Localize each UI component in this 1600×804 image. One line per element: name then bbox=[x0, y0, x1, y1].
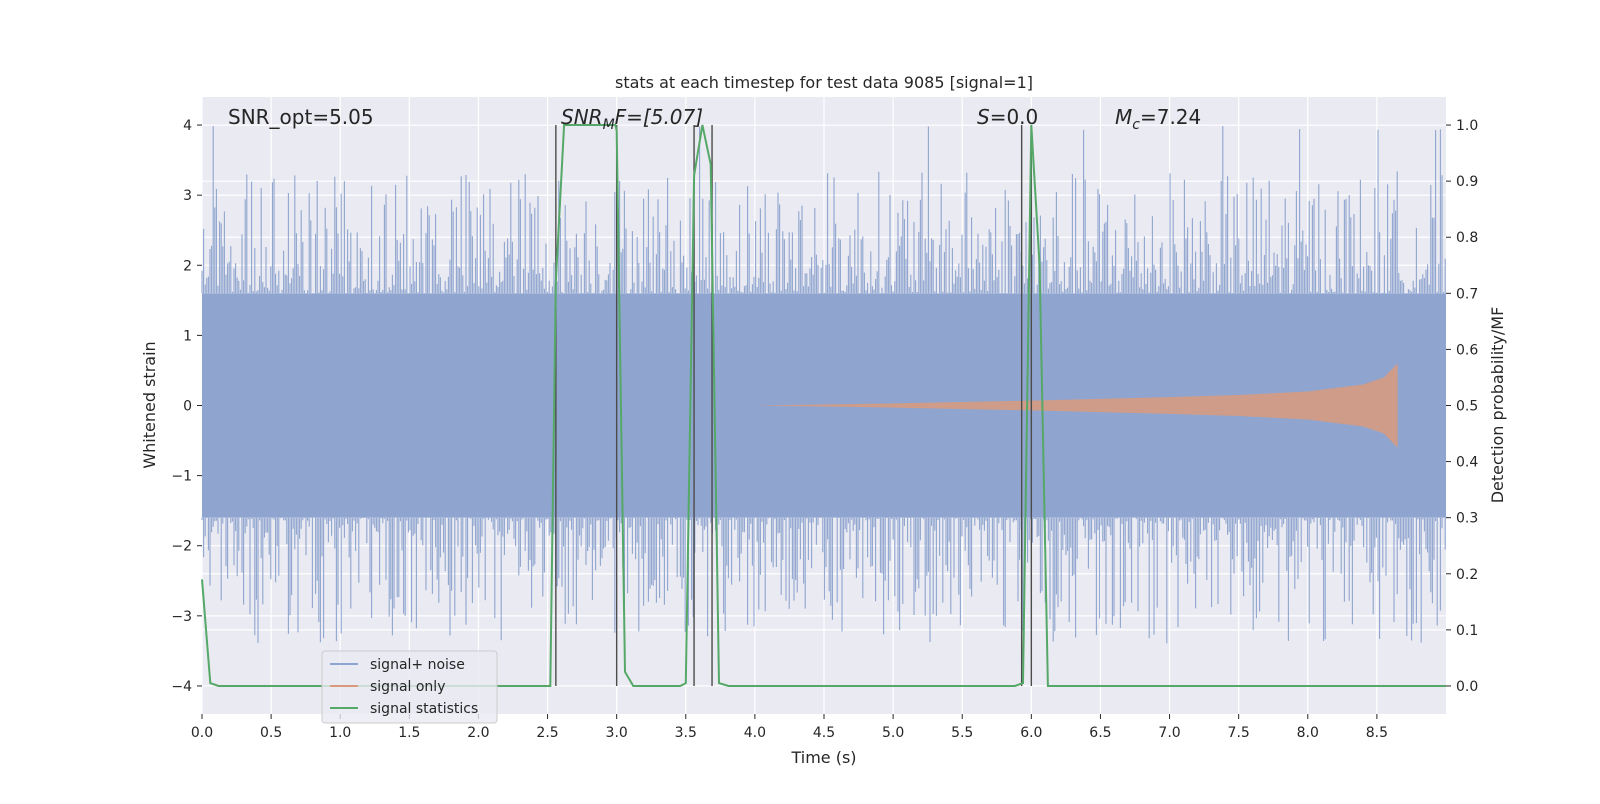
y-right-tick-label: 0.9 bbox=[1456, 174, 1478, 190]
y-axis-label-right: Detection probability/MF bbox=[1488, 307, 1507, 504]
y-right-tick-label: 0.8 bbox=[1456, 230, 1478, 246]
y-right-tick-label: 0.3 bbox=[1456, 511, 1478, 527]
x-tick-label: 1.5 bbox=[398, 725, 420, 741]
x-tick-label: 0.5 bbox=[260, 725, 282, 741]
x-tick-label: 7.5 bbox=[1228, 725, 1250, 741]
y-left-tick-label: −4 bbox=[171, 679, 192, 695]
annotation-mc: Mc=7.24 bbox=[1115, 105, 1201, 133]
y-right-tick-label: 0.1 bbox=[1456, 623, 1478, 639]
x-tick-label: 3.5 bbox=[675, 725, 697, 741]
x-tick-label: 6.5 bbox=[1089, 725, 1111, 741]
y-left-tick-label: −1 bbox=[171, 469, 192, 485]
annotation-snr-opt: SNR_opt=5.05 bbox=[228, 105, 374, 129]
y-right-tick-label: 0.2 bbox=[1456, 567, 1478, 583]
x-tick-label: 5.0 bbox=[882, 725, 904, 741]
signal-only-envelope bbox=[754, 363, 1398, 448]
x-tick-label: 8.0 bbox=[1297, 725, 1319, 741]
x-tick-label: 5.5 bbox=[951, 725, 973, 741]
y-left-tick-label: 4 bbox=[183, 118, 192, 134]
y-right-tick-label: 0.6 bbox=[1456, 342, 1478, 358]
legend-label-signal-statistics: signal statistics bbox=[370, 701, 478, 717]
y-left-tick-label: 0 bbox=[183, 399, 192, 415]
legend-box bbox=[321, 650, 498, 724]
y-right-tick-label: 0.5 bbox=[1456, 399, 1478, 415]
legend: signal+ noise signal only signal statist… bbox=[321, 650, 498, 724]
tick-labels: 0.0 0.5 1.0 1.5 2.0 2.5 3.0 3.5 4.0 4.5 5.0 5.5 6.0 6… bbox=[171, 118, 1478, 741]
x-axis-label: Time (s) bbox=[790, 748, 856, 767]
legend-label-signal-noise: signal+ noise bbox=[370, 657, 465, 673]
signal-only-series bbox=[754, 363, 1398, 448]
y-left-tick-label: 3 bbox=[183, 188, 192, 204]
y-right-tick-label: 0.0 bbox=[1456, 679, 1478, 695]
x-tick-label: 0.0 bbox=[191, 725, 213, 741]
x-tick-label: 1.0 bbox=[329, 725, 351, 741]
x-tick-label: 2.0 bbox=[467, 725, 489, 741]
x-tick-label: 4.0 bbox=[744, 725, 766, 741]
y-right-tick-label: 1.0 bbox=[1456, 118, 1478, 134]
x-tick-label: 6.0 bbox=[1020, 725, 1042, 741]
y-left-tick-label: −2 bbox=[171, 539, 192, 555]
y-axis-label-left: Whitened strain bbox=[140, 341, 159, 468]
x-tick-label: 7.0 bbox=[1158, 725, 1180, 741]
y-left-tick-label: 1 bbox=[183, 328, 192, 344]
y-right-tick-label: 0.7 bbox=[1456, 286, 1478, 302]
annotation-s: S=0.0 bbox=[977, 105, 1038, 129]
chart-title: stats at each timestep for test data 908… bbox=[615, 73, 1033, 92]
x-tick-label: 2.5 bbox=[536, 725, 558, 741]
x-tick-label: 3.0 bbox=[606, 725, 628, 741]
annotation-snr-mf: SNRMF=[5.07] bbox=[561, 105, 703, 133]
y-left-tick-label: −3 bbox=[171, 609, 192, 625]
x-tick-label: 4.5 bbox=[813, 725, 835, 741]
y-right-tick-label: 0.4 bbox=[1456, 455, 1478, 471]
y-left-tick-label: 2 bbox=[183, 258, 192, 274]
x-tick-label: 8.5 bbox=[1366, 725, 1388, 741]
legend-label-signal-only: signal only bbox=[370, 679, 445, 695]
